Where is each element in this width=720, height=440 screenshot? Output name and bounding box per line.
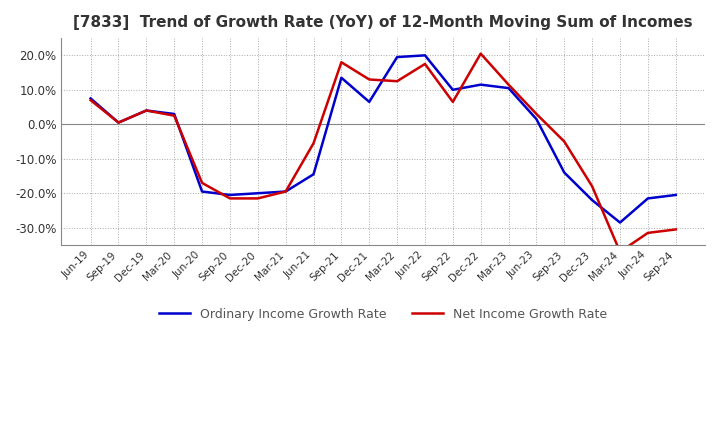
Ordinary Income Growth Rate [253,191,262,196]
Line: Net Income Growth Rate: Net Income Growth Rate [91,54,676,252]
Line: Ordinary Income Growth Rate: Ordinary Income Growth Rate [91,55,676,223]
Net Income Growth Rate [225,196,234,201]
Net Income Growth Rate [282,189,290,194]
Ordinary Income Growth Rate [588,198,596,203]
Ordinary Income Growth Rate [337,75,346,81]
Net Income Growth Rate [588,184,596,189]
Title: [7833]  Trend of Growth Rate (YoY) of 12-Month Moving Sum of Incomes: [7833] Trend of Growth Rate (YoY) of 12-… [73,15,693,30]
Ordinary Income Growth Rate [504,85,513,91]
Net Income Growth Rate [616,249,624,254]
Net Income Growth Rate [672,227,680,232]
Net Income Growth Rate [337,59,346,65]
Ordinary Income Growth Rate [142,108,150,113]
Net Income Growth Rate [170,113,179,118]
Ordinary Income Growth Rate [282,189,290,194]
Ordinary Income Growth Rate [616,220,624,225]
Ordinary Income Growth Rate [449,87,457,92]
Ordinary Income Growth Rate [560,170,569,175]
Net Income Growth Rate [504,82,513,87]
Ordinary Income Growth Rate [365,99,374,105]
Net Income Growth Rate [142,108,150,113]
Net Income Growth Rate [477,51,485,56]
Ordinary Income Growth Rate [532,117,541,122]
Ordinary Income Growth Rate [114,120,123,125]
Net Income Growth Rate [560,139,569,144]
Ordinary Income Growth Rate [198,189,207,194]
Ordinary Income Growth Rate [170,111,179,117]
Net Income Growth Rate [114,120,123,125]
Ordinary Income Growth Rate [477,82,485,87]
Ordinary Income Growth Rate [309,172,318,177]
Net Income Growth Rate [86,98,95,103]
Net Income Growth Rate [365,77,374,82]
Ordinary Income Growth Rate [672,192,680,198]
Ordinary Income Growth Rate [420,53,429,58]
Ordinary Income Growth Rate [225,192,234,198]
Ordinary Income Growth Rate [393,55,402,60]
Ordinary Income Growth Rate [644,196,652,201]
Net Income Growth Rate [532,111,541,117]
Net Income Growth Rate [309,141,318,146]
Net Income Growth Rate [644,230,652,235]
Net Income Growth Rate [253,196,262,201]
Net Income Growth Rate [420,61,429,66]
Ordinary Income Growth Rate [86,96,95,101]
Net Income Growth Rate [449,99,457,105]
Net Income Growth Rate [198,180,207,186]
Net Income Growth Rate [393,79,402,84]
Legend: Ordinary Income Growth Rate, Net Income Growth Rate: Ordinary Income Growth Rate, Net Income … [154,303,612,326]
